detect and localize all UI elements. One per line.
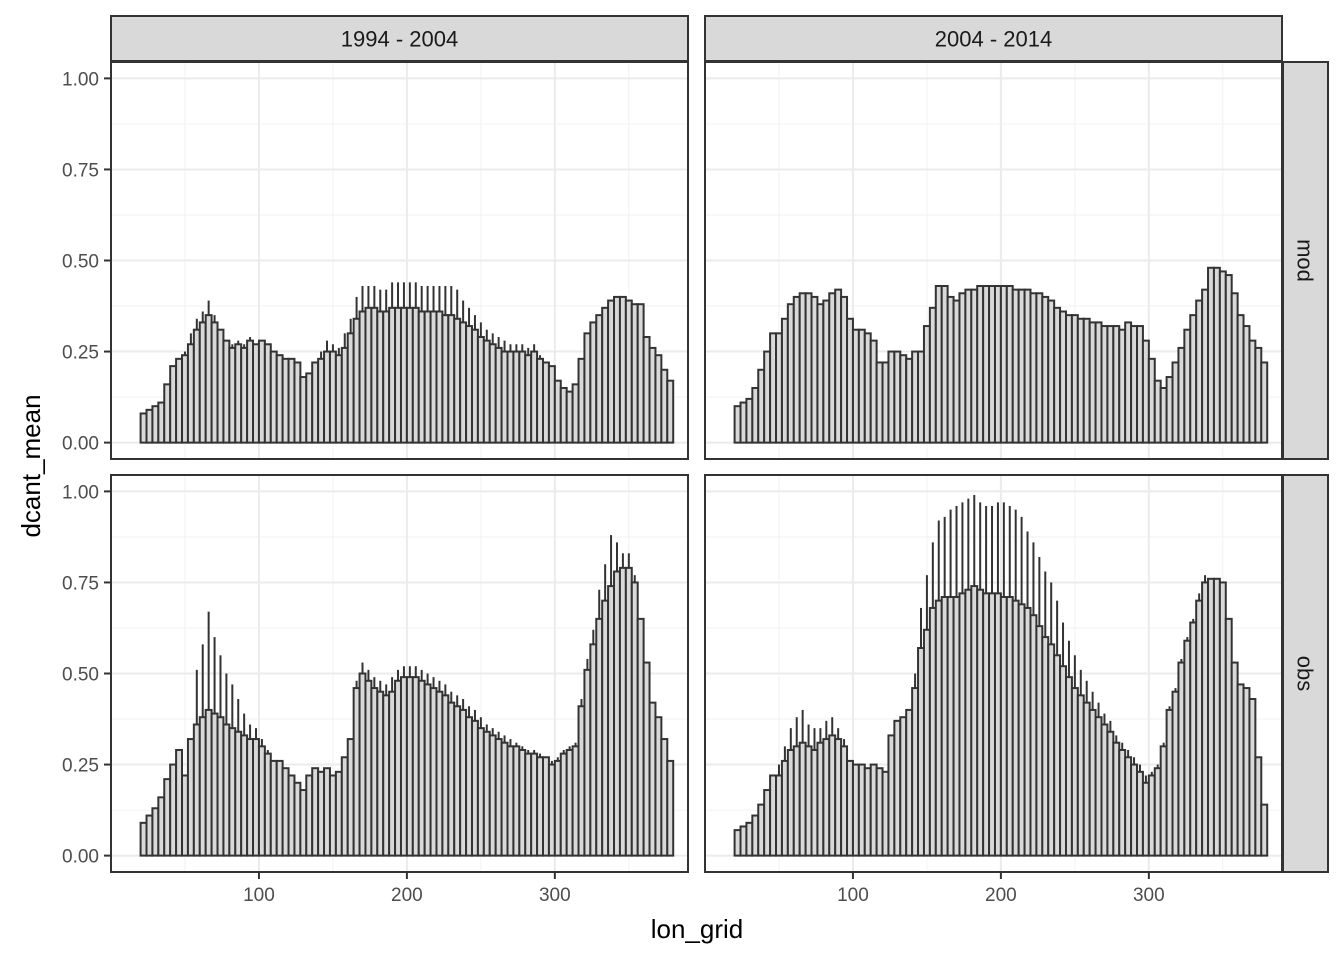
strips-layer: 1994 - 2004 2004 - 2014 mod obs [110, 15, 1329, 873]
strip-label: 1994 - 2004 [341, 27, 458, 52]
bar [1260, 361, 1269, 444]
y-tick-label: 0.00 [62, 434, 99, 455]
strip-right-1: obs [1282, 474, 1329, 873]
y-tick-label: 0.50 [62, 252, 99, 273]
strip-label: mod [1293, 239, 1318, 282]
axes-layer: 0.00 0.25 0.50 0.75 1.00 0.00 0.25 0.50 0.75 1.00… [62, 69, 1165, 906]
panel-1994-2004-mod [110, 61, 689, 460]
panel-2004-2014-mod [704, 61, 1283, 460]
x-tick-label: 200 [391, 885, 423, 906]
y-tick-label: 0.50 [62, 665, 99, 686]
strip-background [110, 15, 689, 62]
x-tick-label: 100 [837, 885, 869, 906]
strip-background [1282, 474, 1329, 873]
x-axis-title: lon_grid [651, 914, 744, 944]
x-tick-label: 300 [539, 885, 571, 906]
y-tick-label: 0.00 [62, 847, 99, 868]
y-tick-label: 0.75 [62, 160, 99, 181]
y-tick-label: 0.25 [62, 343, 99, 364]
strip-right-0: mod [1282, 61, 1329, 460]
bar [1260, 803, 1269, 857]
panel-2004-2014-obs [704, 474, 1283, 873]
strip-top-1: 2004 - 2014 [704, 15, 1283, 62]
y-tick-label: 0.25 [62, 756, 99, 777]
strip-top-0: 1994 - 2004 [110, 15, 689, 62]
y-tick-label: 0.75 [62, 573, 99, 594]
panel-1994-2004-obs [110, 474, 689, 873]
y-axis-title: dcant_mean [16, 394, 46, 537]
y-tick-label: 1.00 [62, 482, 99, 503]
x-tick-label: 300 [1133, 885, 1165, 906]
strip-label: obs [1293, 656, 1318, 691]
bar [666, 379, 675, 444]
panels-layer [110, 61, 1283, 873]
strip-background [1282, 61, 1329, 460]
x-tick-label: 100 [243, 885, 275, 906]
bar [666, 759, 675, 857]
strip-background [704, 15, 1283, 62]
x-tick-label: 200 [985, 885, 1017, 906]
y-tick-label: 1.00 [62, 69, 99, 90]
strip-label: 2004 - 2014 [935, 27, 1052, 52]
